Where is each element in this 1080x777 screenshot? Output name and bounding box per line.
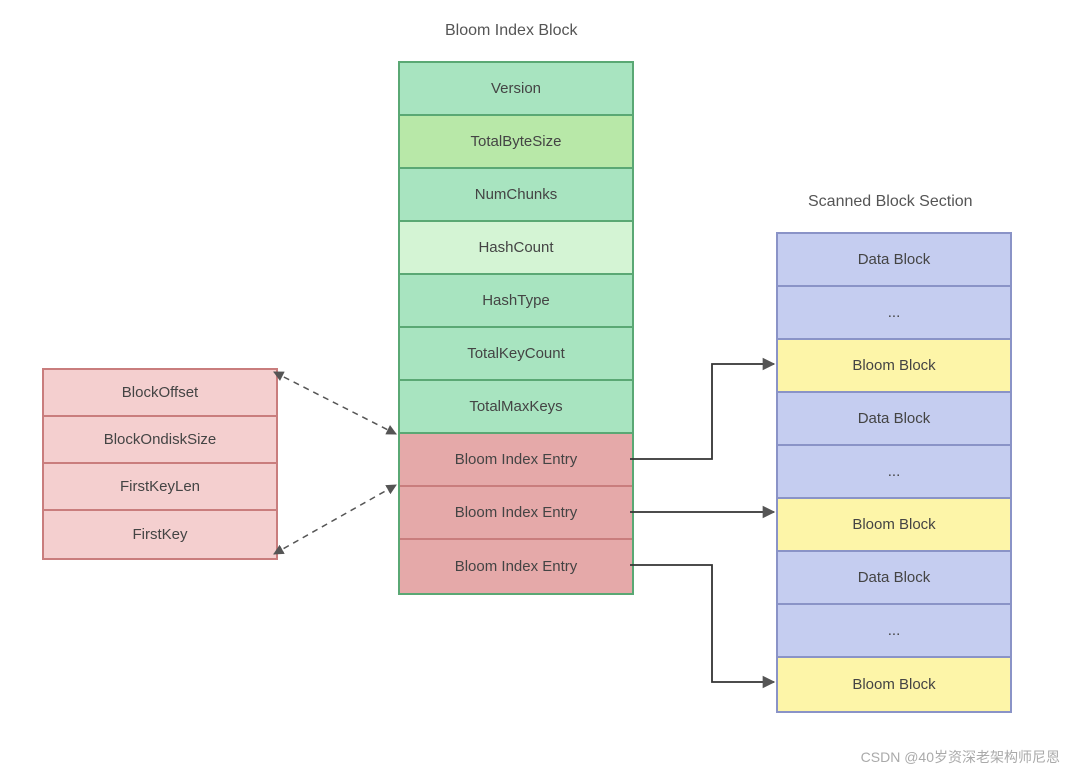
center-cell: Bloom Index Entry (400, 540, 632, 593)
right-cell: Bloom Block (778, 340, 1010, 393)
left-cell: BlockOndiskSize (44, 417, 276, 464)
left-cell: FirstKey (44, 511, 276, 558)
center-cell: HashType (400, 275, 632, 328)
watermark: CSDN @40岁资深老架构师尼恩 (861, 747, 1060, 767)
right-cell: ... (778, 446, 1010, 499)
left-cell: BlockOffset (44, 370, 276, 417)
center-block: VersionTotalByteSizeNumChunksHashCountHa… (398, 61, 634, 595)
right-cell: Data Block (778, 552, 1010, 605)
center-cell: HashCount (400, 222, 632, 275)
center-cell: NumChunks (400, 169, 632, 222)
right-cell: Data Block (778, 393, 1010, 446)
title-bloom-index: Bloom Index Block (445, 22, 578, 40)
center-cell: Version (400, 63, 632, 116)
right-cell: Data Block (778, 234, 1010, 287)
center-cell: Bloom Index Entry (400, 434, 632, 487)
title-scanned-section: Scanned Block Section (808, 193, 973, 211)
center-cell: TotalByteSize (400, 116, 632, 169)
right-cell: Bloom Block (778, 658, 1010, 711)
center-cell: TotalKeyCount (400, 328, 632, 381)
center-cell: Bloom Index Entry (400, 487, 632, 540)
right-block: Data Block...Bloom BlockData Block...Blo… (776, 232, 1012, 713)
left-block: BlockOffsetBlockOndiskSizeFirstKeyLenFir… (42, 368, 278, 560)
right-cell: Bloom Block (778, 499, 1010, 552)
right-cell: ... (778, 605, 1010, 658)
right-cell: ... (778, 287, 1010, 340)
center-cell: TotalMaxKeys (400, 381, 632, 434)
left-cell: FirstKeyLen (44, 464, 276, 511)
